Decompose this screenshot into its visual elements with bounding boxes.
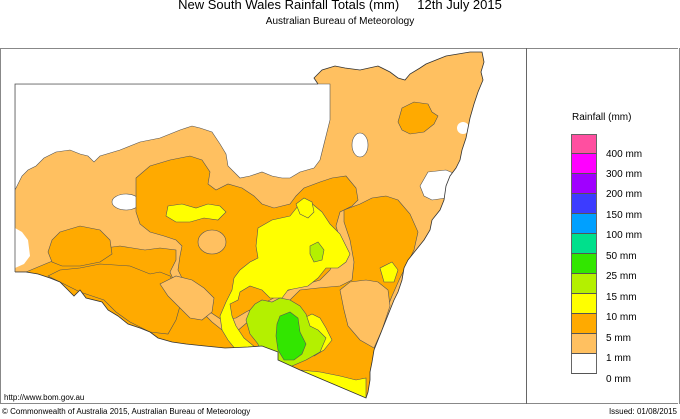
legend-swatch-purple xyxy=(571,174,597,194)
legend-label: 150 mm xyxy=(606,210,643,221)
legend-swatch-blue xyxy=(571,194,597,214)
legend-swatch-yellow xyxy=(571,294,597,314)
dry-area-northwest xyxy=(15,83,331,191)
bom-url[interactable]: http://www.bom.gov.au xyxy=(4,393,85,402)
nsw-outline xyxy=(15,51,485,399)
rain-10-15-coast xyxy=(379,261,399,283)
legend-label: 10 mm xyxy=(606,312,637,323)
dry-patch xyxy=(457,122,469,134)
rainfall-contours xyxy=(15,52,484,398)
nsw-border-north-west xyxy=(14,83,318,272)
issued-date: Issued: 01/08/2015 xyxy=(608,407,677,416)
rain-5-10-north xyxy=(397,101,439,135)
legend-swatch-magenta xyxy=(571,154,597,174)
legend-label: 50 mm xyxy=(606,251,637,262)
title-text: New South Wales Rainfall Totals (mm) xyxy=(178,0,400,12)
rain-10-15-west xyxy=(165,203,227,223)
legend-swatch-lightorange xyxy=(571,334,597,354)
legend-label: 25 mm xyxy=(606,271,637,282)
rain-5-10-west xyxy=(47,263,181,335)
rain-1-5-patch xyxy=(159,275,215,321)
rain-10-15-small xyxy=(295,197,315,219)
legend-label: 15 mm xyxy=(606,292,637,303)
rain-5-10-west2 xyxy=(47,225,113,267)
rain-1-5-patch xyxy=(197,229,227,255)
legend-divider xyxy=(526,48,527,404)
legend-label: 1 mm xyxy=(606,353,631,364)
legend-label-bottom: 0 mm xyxy=(606,374,631,385)
legend-swatch-white xyxy=(571,354,597,374)
legend-swatch-pink xyxy=(571,134,597,154)
dry-patch xyxy=(351,132,369,158)
legend-swatch-teal xyxy=(571,234,597,254)
title-date: 12th July 2015 xyxy=(417,0,502,12)
legend-swatch-orange xyxy=(571,314,597,334)
map-frame xyxy=(0,48,678,404)
rain-1-5-east xyxy=(339,279,391,349)
legend-label: 100 mm xyxy=(606,230,643,241)
legend-label: 200 mm xyxy=(606,189,643,200)
copyright-text: © Commonwealth of Australia 2015, Austra… xyxy=(2,407,251,416)
rain-25-50-core xyxy=(275,311,307,361)
legend-label: 5 mm xyxy=(606,333,631,344)
map-title: New South Wales Rainfall Totals (mm) 12t… xyxy=(0,0,680,12)
map-subtitle: Australian Bureau of Meteorology xyxy=(265,16,415,27)
legend-swatch-green xyxy=(571,254,597,274)
legend-label: 300 mm xyxy=(606,169,643,180)
legend-swatch-lightgreen xyxy=(571,274,597,294)
legend-label: 400 mm xyxy=(606,149,643,160)
legend-swatch-lightblue xyxy=(571,214,597,234)
legend-title: Rainfall (mm) xyxy=(572,112,632,123)
dry-area-west xyxy=(15,228,30,268)
rain-15-25-small xyxy=(309,241,325,263)
